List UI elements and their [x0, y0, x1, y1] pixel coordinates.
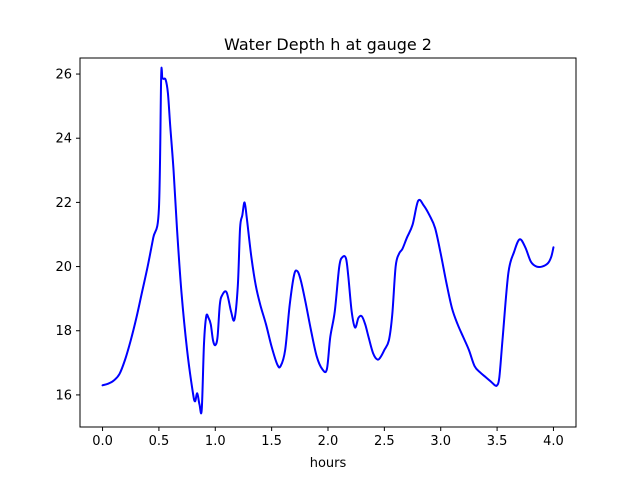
water-depth-line [101, 66, 555, 415]
y-tick-label: 26 [55, 68, 72, 83]
plot-data [101, 66, 555, 415]
y-tick-label: 20 [55, 260, 72, 275]
x-tick-label: 1.5 [261, 434, 282, 449]
x-axis-label: hours [310, 456, 347, 471]
x-tick-label: 2.0 [318, 434, 339, 449]
plot-area-frame [79, 57, 577, 428]
chart-title: Water Depth h at gauge 2 [224, 35, 432, 54]
y-tick-label: 16 [55, 388, 72, 403]
y-tick-label: 18 [55, 324, 72, 339]
axis-ticks: 0.0 0.5 1.0 1.5 2.0 2.5 3.0 3.5 4.0 16 18 20 22 24 26 [55, 68, 563, 449]
x-tick-label: 3.0 [430, 434, 451, 449]
x-tick-label: 4.0 [543, 434, 564, 449]
x-tick-label: 0.5 [149, 434, 170, 449]
y-tick-label: 24 [55, 132, 72, 147]
x-tick-label: 3.5 [487, 434, 508, 449]
x-tick-label: 1.0 [205, 434, 226, 449]
y-tick-label: 22 [55, 196, 72, 211]
x-tick-label: 2.5 [374, 434, 395, 449]
x-tick-label: 0.0 [92, 434, 113, 449]
